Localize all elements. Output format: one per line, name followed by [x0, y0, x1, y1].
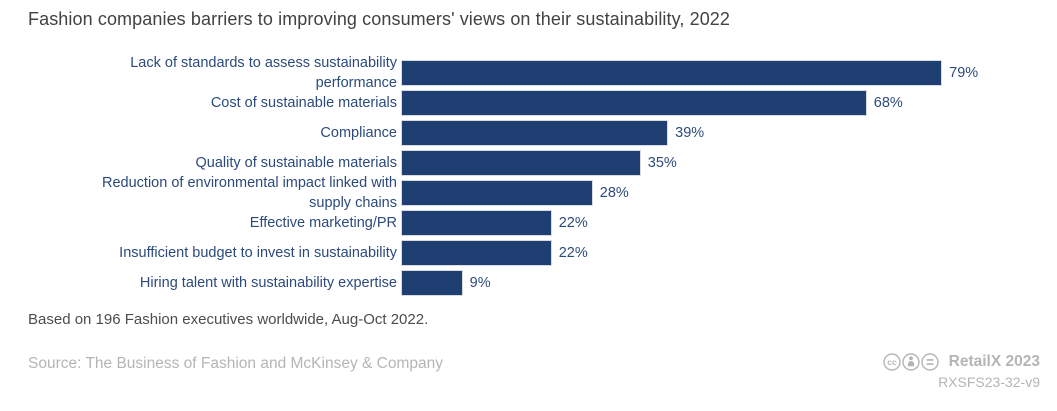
category-label: Quality of sustainable materials — [195, 155, 398, 171]
chart-title: Fashion companies barriers to improving … — [28, 9, 731, 29]
value-label: 68% — [873, 95, 903, 111]
bar — [401, 180, 593, 206]
license-icons: cc — [882, 352, 940, 372]
bar — [401, 60, 943, 86]
bar — [401, 270, 463, 296]
value-label: 9% — [469, 275, 491, 291]
value-label: 39% — [675, 125, 705, 141]
equals-icon — [920, 353, 939, 371]
brand-text: RetailX 2023 — [948, 353, 1040, 370]
bar — [401, 150, 641, 176]
bar — [401, 120, 669, 146]
category-label: Compliance — [320, 125, 397, 141]
category-label: Reduction of environmental impact linked… — [102, 175, 397, 211]
svg-text:cc: cc — [887, 357, 897, 367]
category-label: Insufficient budget to invest in sustain… — [119, 245, 397, 261]
category-label: Effective marketing/PR — [249, 215, 397, 231]
value-label: 28% — [599, 185, 629, 201]
source-text: Source: The Business of Fashion and McKi… — [28, 355, 443, 372]
value-label: 22% — [558, 215, 588, 231]
category-label: Cost of sustainable materials — [210, 95, 397, 111]
attribution-icon — [901, 353, 920, 371]
value-label: 35% — [647, 155, 677, 171]
brand-row: cc RetailX 2023 — [882, 352, 1040, 372]
base-note: Based on 196 Fashion executives worldwid… — [28, 311, 429, 328]
bar — [401, 240, 552, 266]
category-label: Hiring talent with sustainability expert… — [139, 275, 397, 291]
reference-code: RXSFS23-32-v9 — [938, 374, 1040, 390]
bar — [401, 90, 867, 116]
value-label: 22% — [558, 245, 588, 261]
category-label: Lack of standards to assess sustainabili… — [130, 55, 397, 91]
bar — [401, 210, 552, 236]
value-label: 79% — [949, 65, 979, 81]
cc-icon: cc — [882, 353, 901, 371]
